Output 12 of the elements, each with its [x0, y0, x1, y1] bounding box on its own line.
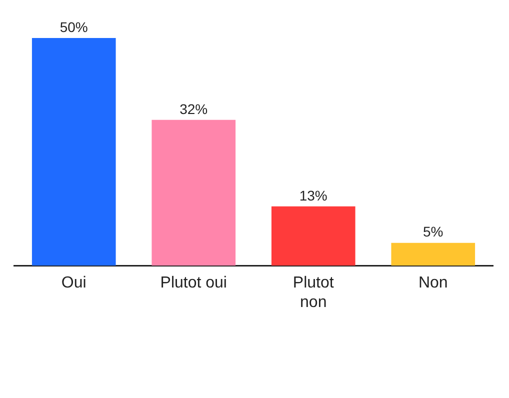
bar	[391, 242, 476, 266]
bar	[32, 38, 116, 266]
x-tick-label: Oui	[61, 274, 86, 292]
x-tick-label: Non	[418, 274, 448, 292]
x-tick-label: Plutot oui	[160, 274, 227, 292]
data-label: 50%	[60, 18, 88, 35]
data-label: 13%	[299, 187, 328, 204]
data-label: 5%	[423, 224, 444, 240]
x-tick-label: Plutot non	[292, 274, 334, 311]
bar	[152, 120, 236, 266]
data-label: 32%	[180, 100, 208, 117]
bar	[271, 206, 356, 266]
